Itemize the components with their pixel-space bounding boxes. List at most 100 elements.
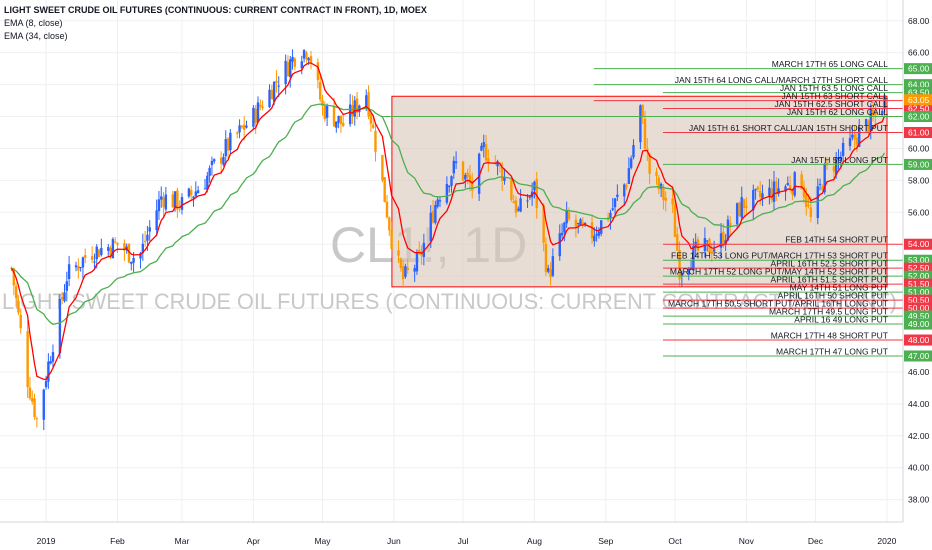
candle-body — [371, 124, 375, 128]
candle-body — [646, 148, 649, 152]
candle-body — [438, 200, 442, 202]
candle-body — [466, 172, 469, 177]
candle-body — [31, 398, 34, 402]
candle-body — [60, 296, 64, 300]
candle-body — [464, 175, 467, 180]
candle-body — [788, 185, 792, 190]
time-tick-label: Dec — [808, 536, 824, 546]
candle-body — [818, 183, 822, 185]
candle-body — [770, 188, 773, 200]
level-price-tag-label: 64.00 — [908, 80, 930, 90]
level-price-tag — [904, 63, 932, 75]
candle-body — [535, 179, 538, 209]
level-price-tag — [904, 270, 932, 282]
candle-body — [517, 208, 520, 211]
level-price-tag-label: 52.50 — [908, 263, 930, 273]
candle-body — [219, 157, 223, 164]
candle-body — [705, 240, 709, 242]
candle-body — [335, 121, 338, 128]
candle-body — [286, 62, 290, 77]
candle-body — [261, 106, 264, 109]
candle-body — [542, 205, 545, 243]
time-tick-label: 2020 — [877, 536, 896, 546]
candle-body — [339, 115, 343, 125]
candle-body — [240, 125, 244, 128]
level-price-tag — [904, 318, 932, 330]
level-price-tag-label: 48.00 — [908, 335, 930, 345]
level-label: JAN 15TH 63.5 LONG CALL — [780, 83, 888, 93]
candle-body — [825, 162, 829, 165]
candle-body — [867, 120, 870, 132]
candle-body — [351, 105, 354, 117]
level-price-tag — [904, 294, 932, 306]
candle-body — [385, 201, 389, 218]
candle-body — [590, 222, 594, 239]
price-tick-label: 40.00 — [908, 463, 930, 473]
candle-body — [526, 200, 529, 202]
candle-body — [848, 137, 852, 147]
candle-body — [367, 92, 370, 117]
candle-body — [254, 108, 257, 124]
candle-body — [164, 194, 168, 210]
level-label: MARCH 17TH 52 LONG PUT/MAY 14TH 52 SHORT… — [670, 267, 888, 277]
candle-body — [627, 168, 631, 184]
candle-body — [189, 190, 193, 196]
candle-body — [323, 105, 327, 120]
time-tick-label: May — [314, 536, 331, 546]
chart-legend: LIGHT SWEET CRUDE OIL FUTURES (CONTINUOU… — [4, 4, 427, 43]
candle-body — [293, 58, 297, 67]
candle-body — [318, 81, 322, 100]
level-price-tag — [904, 334, 932, 346]
candle-body — [742, 199, 746, 209]
level-price-tag — [904, 278, 932, 290]
candle-body — [514, 200, 518, 213]
candle-body — [19, 314, 22, 329]
candle-body — [390, 229, 393, 250]
candle-body — [549, 269, 552, 278]
option-levels: MARCH 17TH 65 LONG CALL JAN 15TH 64 LONG … — [381, 59, 903, 357]
price-tick-label: 68.00 — [908, 16, 930, 26]
candle-body — [256, 102, 260, 123]
candle-body — [307, 58, 310, 61]
candle-body — [90, 256, 94, 260]
candle-body — [81, 257, 85, 268]
level-price-tag-label: 62.50 — [908, 104, 930, 114]
price-tick-label: 44.00 — [908, 399, 930, 409]
candle-body — [461, 161, 465, 181]
candle-body — [611, 208, 614, 210]
time-tick-label: Aug — [527, 536, 542, 546]
candle-body — [58, 298, 62, 354]
level-price-tag — [904, 254, 932, 266]
candle-body — [735, 203, 739, 225]
time-tick-label: 2019 — [37, 536, 56, 546]
candle-body — [616, 194, 619, 198]
candle-body — [321, 99, 324, 106]
candle-body — [302, 50, 306, 59]
candle-body — [93, 261, 96, 263]
candle-body — [431, 210, 435, 223]
candle-body — [871, 109, 875, 116]
candle-body — [855, 137, 859, 145]
candle-body — [851, 134, 854, 138]
candle-body — [148, 227, 151, 232]
candle-body — [123, 243, 126, 251]
price-tick-label: 60.00 — [908, 143, 930, 153]
level-price-tag — [904, 262, 932, 274]
level-price-tag — [904, 87, 932, 99]
candle-body — [657, 177, 661, 190]
candle-body — [807, 204, 810, 206]
candle-body — [477, 153, 481, 194]
candle-body — [125, 246, 128, 250]
candle-body — [625, 185, 628, 187]
candle-body — [883, 95, 886, 109]
candle-body — [116, 242, 119, 245]
candle-body — [141, 243, 145, 254]
candle-body — [399, 258, 403, 269]
level-label: MARCH 17TH 48 SHORT PUT — [771, 331, 888, 341]
level-price-tag-label: 54.00 — [908, 239, 930, 249]
level-price-tag-label: 63.50 — [908, 88, 930, 98]
candle-body — [284, 60, 287, 85]
candle-body — [738, 202, 741, 217]
level-price-tag — [904, 103, 932, 115]
